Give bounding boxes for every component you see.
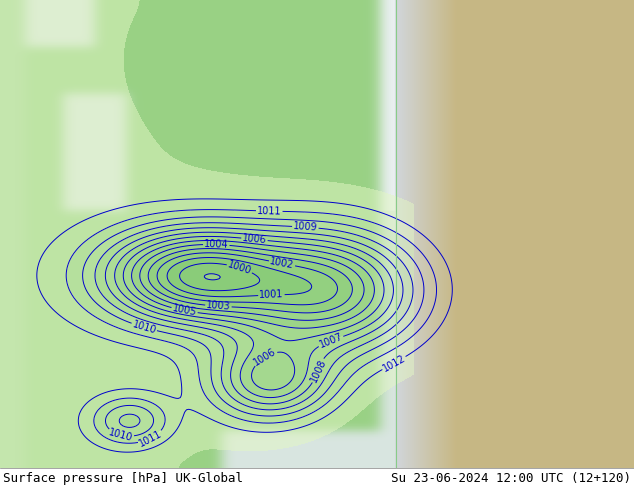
Text: 1001: 1001 [259, 290, 284, 300]
Text: 1010: 1010 [108, 427, 134, 443]
Text: 1010: 1010 [131, 319, 157, 336]
Text: 1000: 1000 [226, 260, 253, 276]
Text: 1007: 1007 [318, 332, 344, 350]
Text: 1011: 1011 [257, 206, 281, 217]
Text: 1012: 1012 [381, 353, 407, 373]
Text: 1002: 1002 [269, 256, 295, 270]
Text: 1003: 1003 [206, 300, 231, 312]
Text: 1008: 1008 [308, 357, 328, 384]
Text: 1009: 1009 [293, 221, 318, 233]
Text: Surface pressure [hPa] UK-Global: Surface pressure [hPa] UK-Global [3, 472, 243, 486]
Text: 1004: 1004 [204, 239, 229, 250]
Text: 1011: 1011 [138, 428, 164, 448]
Text: Su 23-06-2024 12:00 UTC (12+120): Su 23-06-2024 12:00 UTC (12+120) [391, 472, 631, 486]
Text: 1006: 1006 [252, 346, 278, 368]
Text: 1005: 1005 [171, 303, 198, 318]
Text: 1006: 1006 [242, 233, 267, 245]
